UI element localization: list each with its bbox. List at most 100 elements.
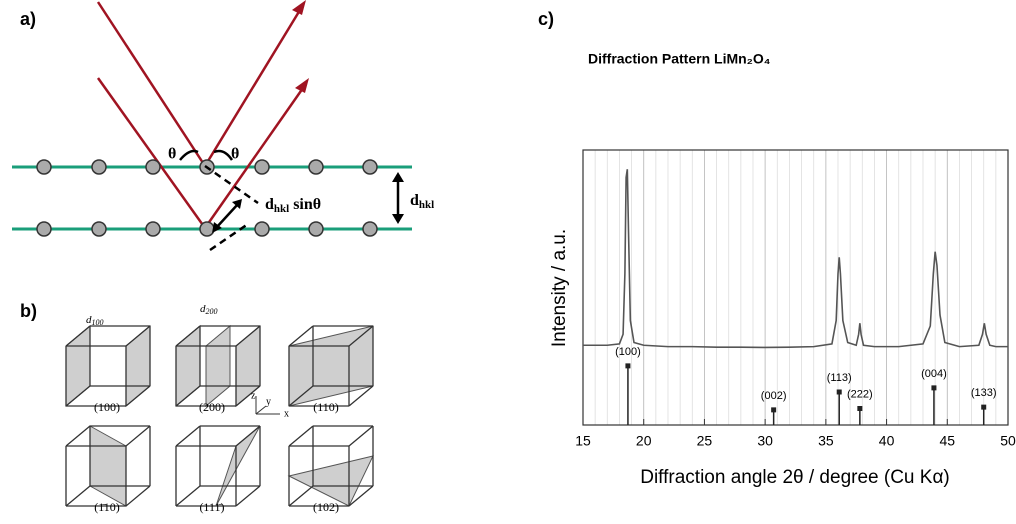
cube (175, 425, 261, 507)
symbol: d (200, 303, 206, 315)
x-tick-label: 30 (757, 433, 773, 449)
panel-label: c) (538, 9, 554, 29)
plane-label: (110) (313, 400, 339, 414)
subscript: 100 (92, 318, 104, 327)
x-tick-label: 20 (636, 433, 652, 449)
reference-label: (100) (615, 346, 641, 358)
atom (362, 159, 378, 175)
reference-label: (222) (847, 388, 873, 400)
spacing-label: d200 (200, 303, 218, 316)
cube (65, 425, 151, 507)
atom (91, 159, 107, 175)
edge (348, 385, 374, 407)
plane-label: (111̄) (199, 500, 224, 514)
panel-b: b) d100 d200 z y x (100) (200) (110)(1̄10)… (20, 301, 374, 514)
x-axis-label: Diffraction angle 2θ / degree (Cu Kα) (640, 467, 950, 488)
edge (235, 425, 261, 447)
cubes (65, 324, 374, 507)
atom (362, 221, 378, 237)
reference-marker (836, 389, 842, 395)
symbol: d (410, 192, 419, 209)
edge (175, 385, 201, 407)
plane-label: (1̄10) (94, 500, 120, 514)
x-tick-label: 50 (1000, 433, 1016, 449)
cube (288, 325, 374, 407)
edge (288, 385, 314, 407)
edge (235, 325, 261, 347)
x-tick-label: 35 (818, 433, 834, 449)
rays (96, 0, 309, 229)
text: sinθ (289, 196, 321, 213)
cube (287, 425, 374, 507)
subscript: hkl (274, 203, 289, 215)
edge (235, 385, 261, 407)
atom (91, 221, 107, 237)
reference-marker (931, 385, 937, 391)
edge (125, 325, 151, 347)
subscript: 200 (206, 307, 218, 316)
plane (125, 324, 151, 408)
diffraction-pattern (583, 169, 1008, 349)
symbol: d (86, 314, 92, 326)
edge (348, 425, 374, 447)
panel-c: c) Diffraction Pattern LiMn₂O₄ Diffracti… (538, 9, 1016, 488)
x-tick-label: 45 (939, 433, 955, 449)
atom (308, 221, 324, 237)
panel-label: a) (20, 9, 36, 29)
edge (125, 485, 151, 507)
plane (175, 324, 201, 408)
atom (36, 221, 52, 237)
x-tick-label: 15 (575, 433, 591, 449)
plane-label: (200) (199, 400, 225, 414)
x-tick-label: 25 (697, 433, 713, 449)
atom (145, 221, 161, 237)
plane (215, 425, 261, 507)
edge (288, 325, 314, 347)
angle-label: θ (168, 146, 176, 163)
chart-title: Diffraction Pattern LiMn₂O₄ (588, 51, 770, 67)
panel-a: a) θ θ dhkl sinθ dhkl (12, 0, 434, 252)
reference-label: (133) (971, 387, 997, 399)
atom (254, 221, 270, 237)
edge (125, 385, 151, 407)
atoms (36, 159, 378, 237)
reference-marker (625, 363, 631, 369)
cube (65, 324, 151, 408)
plane (287, 455, 374, 507)
reference-label: (002) (761, 390, 787, 402)
plane (65, 324, 91, 408)
edge (65, 325, 91, 347)
edge (175, 485, 201, 507)
reference-marker (981, 404, 987, 410)
atom (308, 159, 324, 175)
edge (175, 325, 201, 347)
edge (348, 325, 374, 347)
plot-frame (582, 149, 1009, 426)
reference-marker (771, 407, 777, 413)
plane-label: (100) (94, 400, 120, 414)
reference-label: (113) (827, 372, 852, 384)
path-difference-label: dhkl sinθ (265, 196, 321, 215)
edge (348, 485, 374, 507)
plane (288, 325, 374, 407)
edge (288, 485, 314, 507)
spacing-label: dhkl (410, 192, 434, 211)
reference-marker (857, 406, 863, 411)
plane (205, 324, 231, 408)
plane-label: (102) (313, 500, 339, 514)
panel-label: b) (20, 301, 37, 321)
spacing-label: d100 (86, 314, 104, 327)
y-axis-label: Intensity / a.u. (549, 229, 570, 347)
axis-letter: y (266, 396, 271, 407)
edge (235, 485, 261, 507)
atom (254, 159, 270, 175)
symbol: d (265, 196, 274, 213)
edge (65, 385, 91, 407)
edge (65, 425, 91, 447)
subscript: hkl (419, 199, 434, 211)
plane (89, 425, 127, 507)
edge (288, 425, 314, 447)
edge (175, 425, 201, 447)
axis-letter: z (251, 390, 256, 401)
